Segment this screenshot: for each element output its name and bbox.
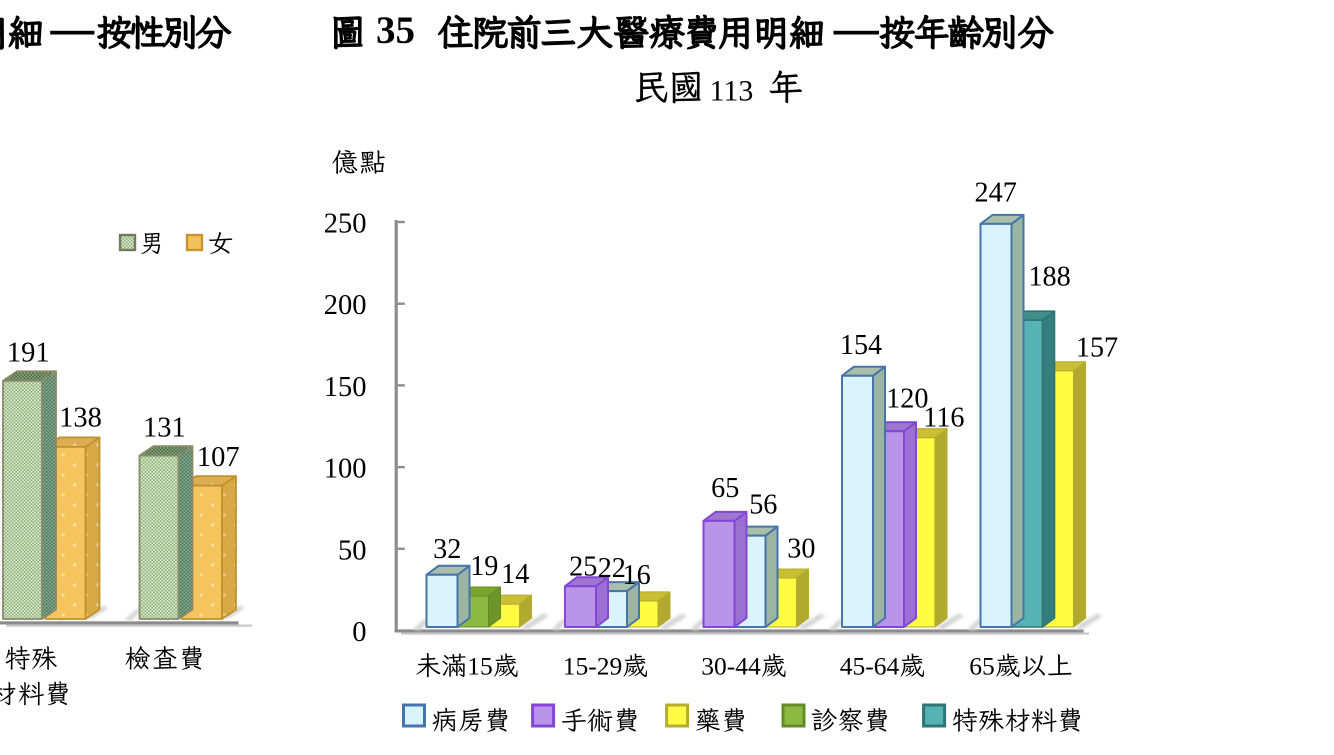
svg-text:154: 154 [840,330,882,361]
svg-text:16: 16 [623,560,651,591]
svg-text:25: 25 [569,552,597,583]
svg-text:30-44: 30-44 [701,651,761,680]
svg-text:100: 100 [324,454,367,485]
svg-text:107: 107 [197,442,240,473]
svg-text:30: 30 [787,533,815,564]
svg-text:250: 250 [324,209,367,240]
svg-text:14: 14 [501,559,529,590]
svg-text:247: 247 [975,177,1017,208]
svg-text:150: 150 [324,372,367,403]
svg-text:120: 120 [886,384,928,415]
svg-text:65: 65 [711,473,739,504]
svg-text:50: 50 [338,535,367,566]
svg-text:19: 19 [470,551,498,582]
svg-text:22: 22 [598,553,626,584]
svg-text:65: 65 [969,651,995,680]
svg-text:157: 157 [1076,332,1118,363]
svg-text:200: 200 [324,290,367,321]
svg-text:32: 32 [433,534,461,565]
svg-text:45-64: 45-64 [840,651,900,680]
svg-text:35: 35 [376,9,415,52]
svg-text:0: 0 [352,617,366,648]
svg-text:191: 191 [7,338,50,369]
svg-text:131: 131 [143,413,186,444]
svg-text:15-29: 15-29 [563,651,623,680]
svg-text:188: 188 [1028,262,1070,293]
svg-text:116: 116 [923,403,964,434]
svg-text:113: 113 [710,75,754,108]
svg-text:56: 56 [749,489,777,520]
svg-text:15: 15 [467,651,493,680]
svg-text:138: 138 [59,402,102,433]
